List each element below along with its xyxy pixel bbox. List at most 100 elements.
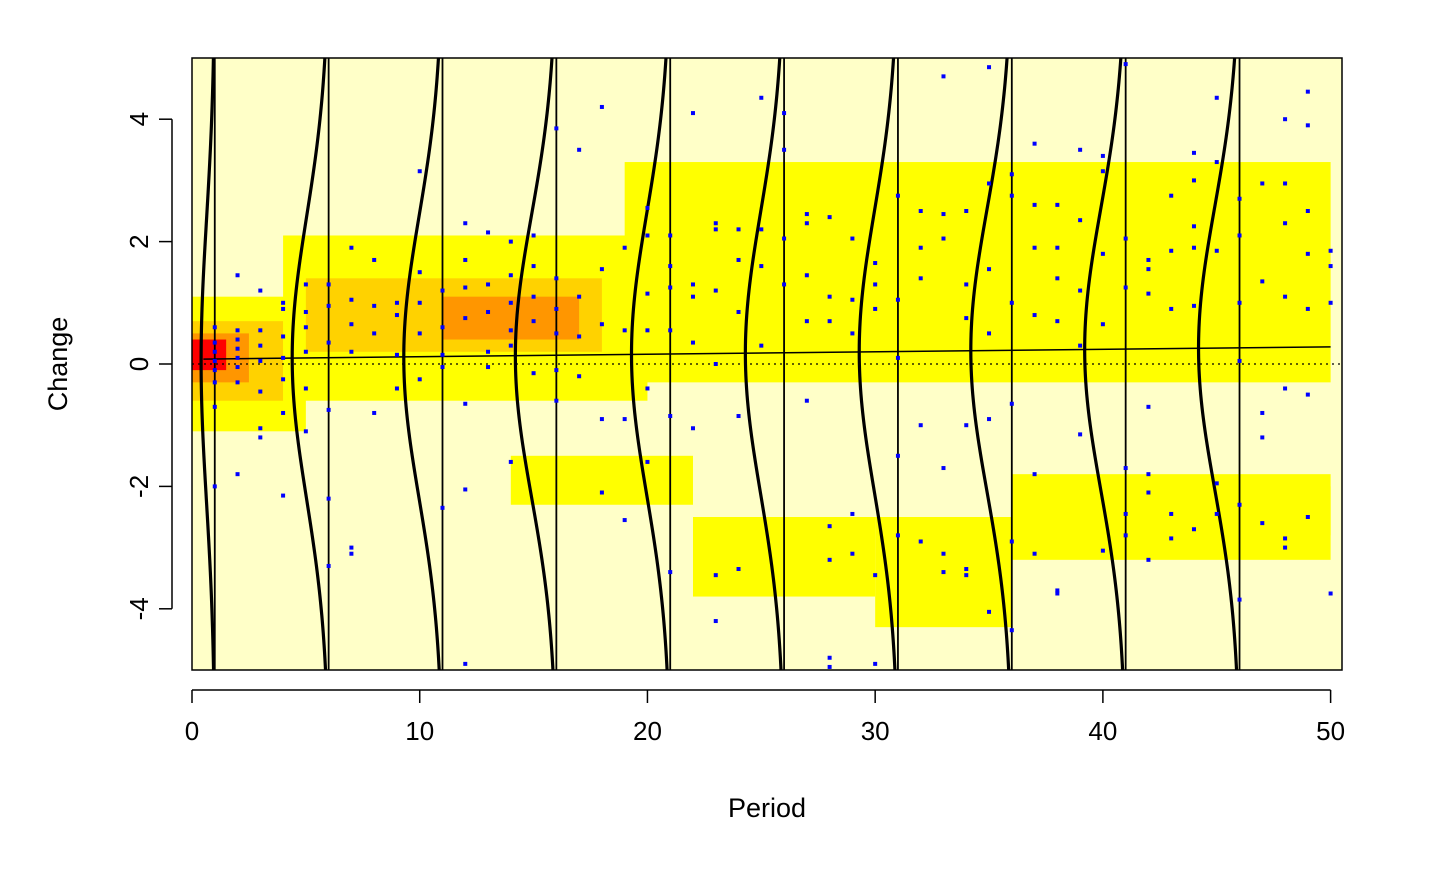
y-tick-label: 4 xyxy=(124,112,154,126)
data-point xyxy=(326,407,331,412)
data-point xyxy=(690,294,695,299)
data-point xyxy=(1123,511,1128,516)
data-point xyxy=(1214,95,1219,100)
data-point xyxy=(372,303,377,308)
data-point xyxy=(554,306,559,311)
density-curve xyxy=(199,57,216,671)
data-point xyxy=(873,573,878,578)
data-point xyxy=(713,573,718,578)
data-point xyxy=(1214,511,1219,516)
data-point xyxy=(895,453,900,458)
data-point xyxy=(1032,472,1037,477)
x-tick-label: 30 xyxy=(861,716,890,746)
data-point xyxy=(599,322,604,327)
data-point xyxy=(1191,527,1196,532)
data-point xyxy=(599,490,604,495)
data-point xyxy=(258,328,263,333)
data-point xyxy=(599,267,604,272)
data-point xyxy=(1032,202,1037,207)
data-point xyxy=(713,362,718,366)
data-point xyxy=(850,551,855,556)
data-point xyxy=(873,306,878,311)
data-point xyxy=(941,236,946,241)
data-point xyxy=(1305,515,1310,519)
data-point xyxy=(1283,181,1288,186)
data-point xyxy=(1032,245,1037,250)
data-point xyxy=(303,325,308,330)
data-point xyxy=(964,209,969,213)
data-point xyxy=(1055,591,1060,596)
data-point xyxy=(303,309,308,314)
data-point xyxy=(759,264,764,269)
data-point xyxy=(531,294,536,299)
data-point xyxy=(303,429,308,434)
data-point xyxy=(486,365,491,370)
y-tick-label: 0 xyxy=(124,357,154,371)
data-point xyxy=(622,328,627,333)
data-point xyxy=(645,233,650,238)
data-point xyxy=(1055,245,1060,250)
data-point xyxy=(1146,404,1151,409)
data-point xyxy=(964,282,969,287)
data-point xyxy=(1214,481,1219,486)
y-axis: -4 -2 0 2 4 xyxy=(124,112,173,620)
data-point xyxy=(1100,251,1105,256)
data-point xyxy=(1146,257,1151,262)
data-point xyxy=(1169,536,1174,541)
data-point xyxy=(281,355,286,360)
x-tick-label: 40 xyxy=(1088,716,1117,746)
data-point xyxy=(486,282,491,287)
y-tick-label: -2 xyxy=(124,475,154,498)
data-point xyxy=(804,273,809,278)
data-point xyxy=(1214,160,1219,165)
data-point xyxy=(417,377,422,382)
data-point xyxy=(1100,322,1105,327)
data-point xyxy=(645,386,650,391)
data-point xyxy=(417,331,422,336)
data-point xyxy=(599,104,604,109)
data-point xyxy=(895,193,900,198)
data-point xyxy=(895,355,900,360)
data-point xyxy=(303,349,308,354)
data-point xyxy=(258,288,263,293)
data-point xyxy=(873,661,878,666)
data-point xyxy=(235,328,240,333)
data-point xyxy=(964,573,969,578)
data-point xyxy=(1191,178,1196,183)
data-point xyxy=(1009,401,1014,406)
data-point xyxy=(349,545,354,550)
data-point xyxy=(554,398,559,403)
reference-lines xyxy=(192,346,1342,365)
data-point xyxy=(372,331,377,336)
data-point xyxy=(713,221,718,226)
data-point xyxy=(486,230,491,235)
x-tick-label: 0 xyxy=(185,716,199,746)
data-point xyxy=(440,365,445,370)
x-axis: 0 10 20 30 40 50 xyxy=(185,689,1345,746)
data-point xyxy=(941,570,946,575)
data-point xyxy=(918,539,923,544)
data-point xyxy=(1078,147,1083,152)
data-point xyxy=(804,212,809,217)
data-point xyxy=(941,74,946,79)
data-point xyxy=(827,524,832,529)
data-point xyxy=(1055,319,1060,324)
data-point xyxy=(1260,181,1265,186)
data-point xyxy=(281,377,286,382)
data-point xyxy=(531,264,536,269)
data-point xyxy=(326,496,331,501)
data-point xyxy=(508,459,513,464)
data-point xyxy=(668,570,673,575)
data-point xyxy=(599,417,604,422)
data-point xyxy=(486,349,491,354)
data-point xyxy=(987,417,992,422)
data-point xyxy=(964,316,969,321)
data-point xyxy=(1328,264,1333,269)
data-point xyxy=(417,300,422,305)
data-point xyxy=(804,398,809,403)
data-point xyxy=(622,518,627,523)
data-point xyxy=(1260,279,1265,284)
data-point xyxy=(1237,502,1242,507)
data-point xyxy=(394,352,399,357)
